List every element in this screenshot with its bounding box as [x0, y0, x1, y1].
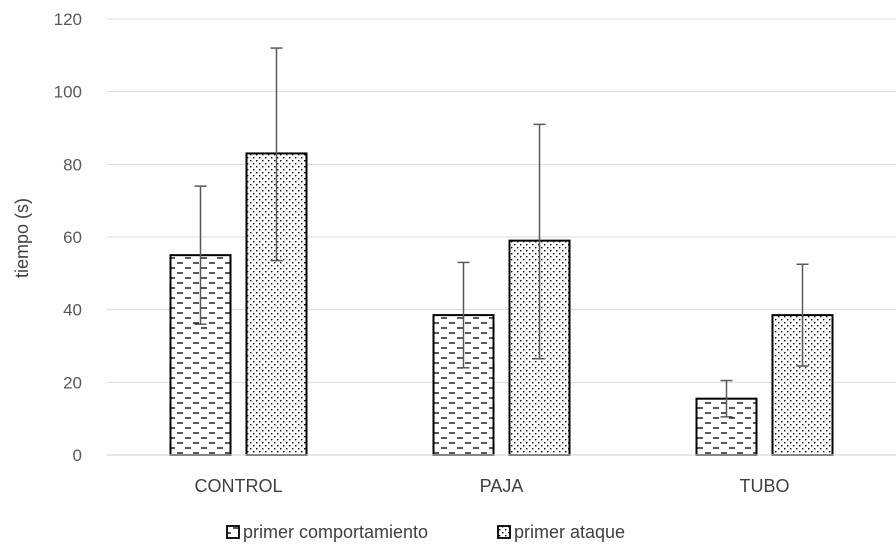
y-tick-label: 0 — [73, 446, 82, 465]
y-tick-label: 100 — [54, 83, 82, 102]
y-axis-ticks: 0 20 40 60 80 100 120 — [54, 10, 82, 465]
y-tick-label: 40 — [63, 301, 82, 320]
y-axis-title: tiempo (s) — [12, 198, 32, 278]
y-tick-label: 120 — [54, 10, 82, 29]
y-tick-label: 20 — [63, 373, 82, 392]
y-tick-label: 80 — [63, 155, 82, 174]
legend-swatch — [226, 525, 240, 539]
legend-label: primer ataque — [514, 522, 625, 542]
bars — [169, 152, 834, 457]
error-bars — [194, 47, 809, 418]
x-category-label: CONTROL — [194, 476, 282, 496]
y-tick-label: 60 — [63, 228, 82, 247]
legend-label: primer comportamiento — [243, 522, 428, 542]
gridlines — [107, 18, 896, 383]
x-axis-labels: CONTROL PAJA TUBO — [194, 476, 789, 496]
legend-swatch — [497, 525, 511, 539]
x-category-label: TUBO — [739, 476, 789, 496]
x-category-label: PAJA — [480, 476, 524, 496]
legend: primer comportamiento primer ataque — [226, 522, 625, 542]
